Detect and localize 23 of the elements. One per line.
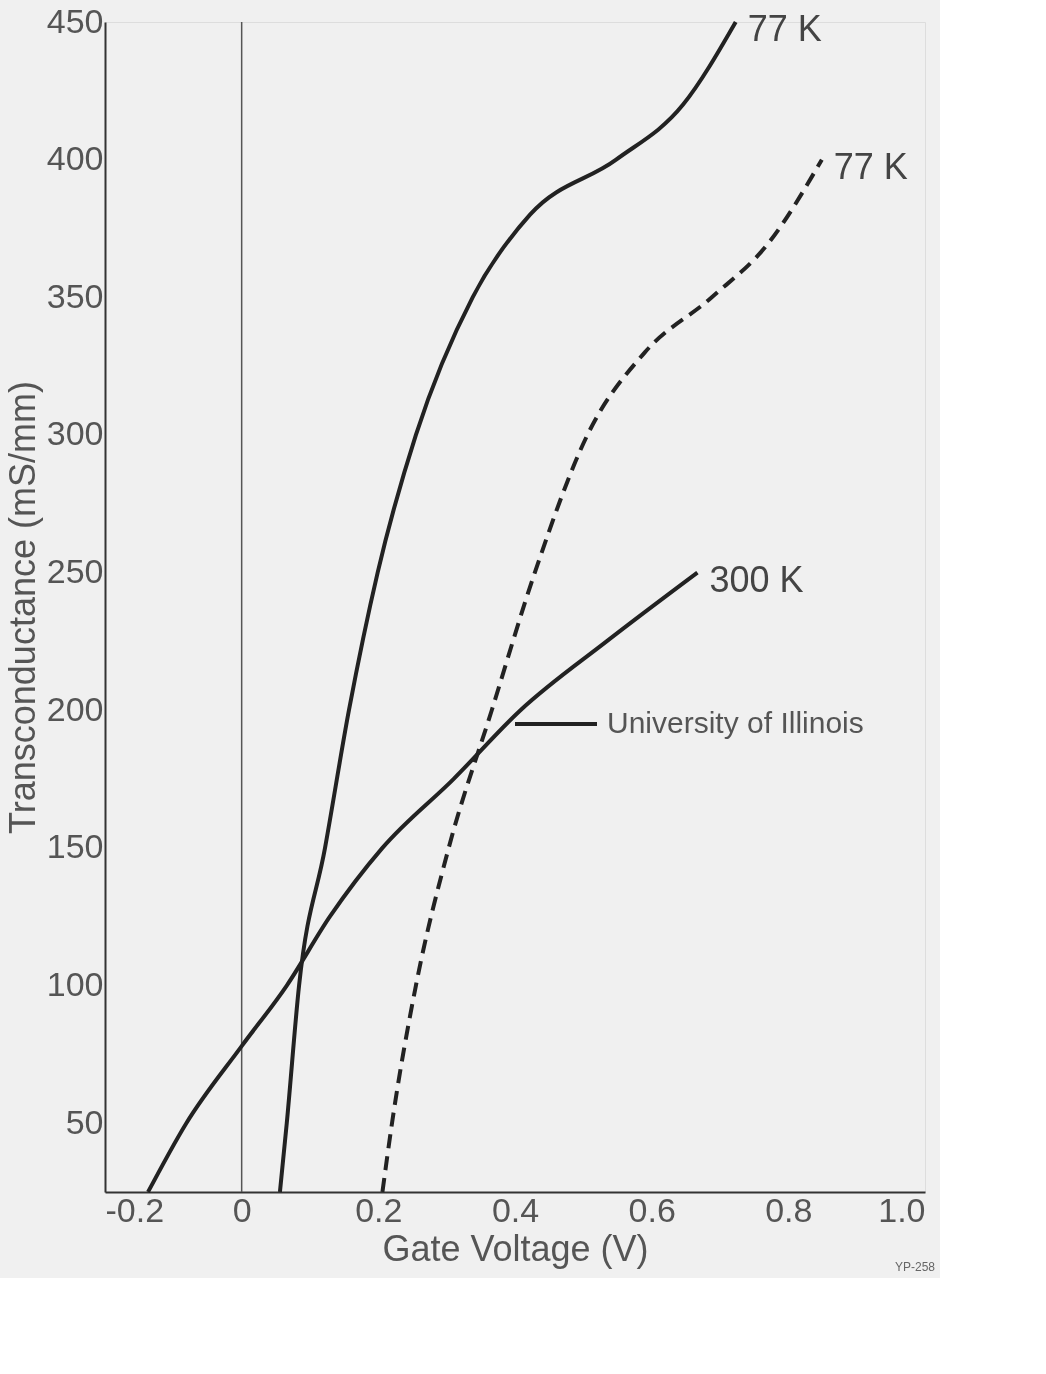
- y-tick-label: 300: [46, 414, 104, 453]
- y-tick-label: 350: [46, 276, 104, 315]
- series-label: 300 K: [709, 558, 804, 600]
- x-tick-label: -0.2: [105, 1190, 165, 1229]
- x-tick-label: 0.6: [628, 1190, 676, 1229]
- annotation: University of Illinois: [607, 706, 864, 739]
- y-tick-label: 50: [65, 1102, 104, 1141]
- series-label: 77 K: [833, 145, 908, 187]
- y-tick-label: 400: [46, 139, 104, 178]
- x-tick-label: 0: [232, 1190, 252, 1229]
- y-axis-title: Transconductance (mS/mm): [1, 381, 43, 834]
- y-tick-label: 150: [46, 827, 104, 866]
- x-tick-label: 0.4: [491, 1190, 540, 1229]
- x-tick-label: 0.2: [355, 1190, 403, 1229]
- x-tick-label: 0.8: [765, 1190, 813, 1229]
- text: YP-258: [894, 1260, 936, 1274]
- x-axis-title: Gate Voltage (V): [382, 1227, 649, 1269]
- y-tick-label: 100: [46, 965, 104, 1004]
- y-tick-label: 200: [46, 689, 104, 728]
- series-label: 77 K: [747, 8, 822, 49]
- y-tick-label: 250: [46, 552, 104, 591]
- y-tick-label: 450: [46, 1, 104, 40]
- x-tick-label: 1.0: [878, 1190, 926, 1229]
